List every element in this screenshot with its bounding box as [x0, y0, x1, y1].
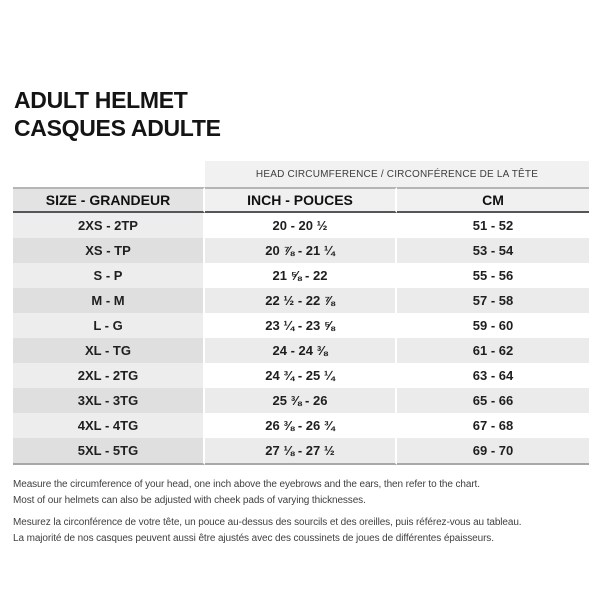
- size-table-body: 2XS - 2TP 20 - 20 ½ 51 - 52 XS - TP 20 ⅞ - 2…: [13, 213, 589, 465]
- table-row: 2XL - 2TG 24 ¾ - 25 ¼ 63 - 64: [13, 363, 589, 388]
- size-cell: 5XL - 5TG: [13, 438, 205, 465]
- cm-cell: 51 - 52: [397, 213, 589, 238]
- page-title: ADULT HELMET CASQUES ADULTE: [14, 86, 221, 142]
- inch-cell: 22 ½ - 22 ⅞: [205, 288, 397, 313]
- table-row: XS - TP 20 ⅞ - 21 ¼ 53 - 54: [13, 238, 589, 263]
- table-row: S - P 21 ⅝ - 22 55 - 56: [13, 263, 589, 288]
- inch-cell: 25 ⅜ - 26: [205, 388, 397, 413]
- column-header-inch: INCH - POUCES: [205, 187, 397, 213]
- column-header-size: SIZE - GRANDEUR: [13, 187, 205, 213]
- cm-cell: 63 - 64: [397, 363, 589, 388]
- inch-cell: 24 - 24 ⅜: [205, 338, 397, 363]
- table-row: 2XS - 2TP 20 - 20 ½ 51 - 52: [13, 213, 589, 238]
- span-header-spacer: [13, 161, 205, 187]
- column-header-row: SIZE - GRANDEUR INCH - POUCES CM: [13, 187, 589, 213]
- notes-en-line2: Most of our helmets can also be adjusted…: [13, 495, 366, 506]
- size-cell: 3XL - 3TG: [13, 388, 205, 413]
- column-header-cm: CM: [397, 187, 589, 213]
- cm-cell: 57 - 58: [397, 288, 589, 313]
- cm-cell: 59 - 60: [397, 313, 589, 338]
- table-row: 3XL - 3TG 25 ⅜ - 26 65 - 66: [13, 388, 589, 413]
- cm-cell: 67 - 68: [397, 413, 589, 438]
- table-row: XL - TG 24 - 24 ⅜ 61 - 62: [13, 338, 589, 363]
- inch-cell: 20 - 20 ½: [205, 213, 397, 238]
- notes-en-line1: Measure the circumference of your head, …: [13, 479, 480, 490]
- page-title-fr: CASQUES ADULTE: [14, 115, 221, 141]
- size-cell: S - P: [13, 263, 205, 288]
- cm-cell: 53 - 54: [397, 238, 589, 263]
- size-cell: 4XL - 4TG: [13, 413, 205, 438]
- cm-cell: 55 - 56: [397, 263, 589, 288]
- size-cell: L - G: [13, 313, 205, 338]
- page-title-en: ADULT HELMET: [14, 87, 188, 113]
- cm-cell: 61 - 62: [397, 338, 589, 363]
- inch-cell: 26 ⅜ - 26 ¾: [205, 413, 397, 438]
- table-row: L - G 23 ¼ - 23 ⅝ 59 - 60: [13, 313, 589, 338]
- cm-cell: 69 - 70: [397, 438, 589, 465]
- size-cell: XL - TG: [13, 338, 205, 363]
- notes: Measure the circumference of your head, …: [13, 477, 593, 547]
- notes-en: Measure the circumference of your head, …: [13, 477, 593, 509]
- table-row: M - M 22 ½ - 22 ⅞ 57 - 58: [13, 288, 589, 313]
- size-chart-table: HEAD CIRCUMFERENCE / CIRCONFÉRENCE DE LA…: [13, 161, 589, 465]
- inch-cell: 24 ¾ - 25 ¼: [205, 363, 397, 388]
- size-cell: 2XS - 2TP: [13, 213, 205, 238]
- size-cell: M - M: [13, 288, 205, 313]
- inch-cell: 23 ¼ - 23 ⅝: [205, 313, 397, 338]
- inch-cell: 21 ⅝ - 22: [205, 263, 397, 288]
- cm-cell: 65 - 66: [397, 388, 589, 413]
- notes-fr-line1: Mesurez la circonférence de votre tête, …: [13, 517, 522, 528]
- inch-cell: 27 ⅛ - 27 ½: [205, 438, 397, 465]
- span-header-cell: HEAD CIRCUMFERENCE / CIRCONFÉRENCE DE LA…: [205, 161, 589, 187]
- table-row: 4XL - 4TG 26 ⅜ - 26 ¾ 67 - 68: [13, 413, 589, 438]
- size-cell: XS - TP: [13, 238, 205, 263]
- size-cell: 2XL - 2TG: [13, 363, 205, 388]
- table-row: 5XL - 5TG 27 ⅛ - 27 ½ 69 - 70: [13, 438, 589, 465]
- notes-fr: Mesurez la circonférence de votre tête, …: [13, 515, 593, 547]
- notes-fr-line2: La majorité de nos casques peuvent aussi…: [13, 533, 494, 544]
- span-header-row: HEAD CIRCUMFERENCE / CIRCONFÉRENCE DE LA…: [13, 161, 589, 187]
- inch-cell: 20 ⅞ - 21 ¼: [205, 238, 397, 263]
